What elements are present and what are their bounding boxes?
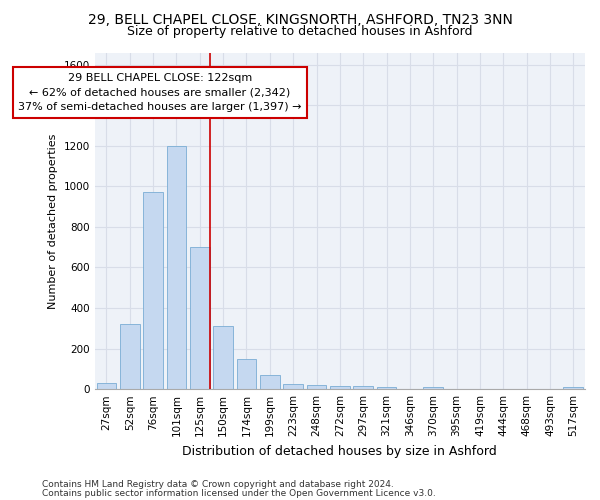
Bar [260,375,280,389]
Text: Contains public sector information licensed under the Open Government Licence v3: Contains public sector information licen… [42,489,436,498]
Bar [143,192,163,389]
Bar [353,386,373,389]
Text: 29, BELL CHAPEL CLOSE, KINGSNORTH, ASHFORD, TN23 3NN: 29, BELL CHAPEL CLOSE, KINGSNORTH, ASHFO… [88,12,512,26]
Y-axis label: Number of detached properties: Number of detached properties [48,133,58,308]
Bar [424,387,443,389]
Bar [307,385,326,389]
Bar [167,146,187,389]
Text: 29 BELL CHAPEL CLOSE: 122sqm
← 62% of detached houses are smaller (2,342)
37% of: 29 BELL CHAPEL CLOSE: 122sqm ← 62% of de… [19,73,302,112]
Bar [120,324,140,389]
Bar [283,384,303,389]
Text: Size of property relative to detached houses in Ashford: Size of property relative to detached ho… [127,25,473,38]
Bar [213,326,233,389]
Bar [236,359,256,389]
Text: Contains HM Land Registry data © Crown copyright and database right 2024.: Contains HM Land Registry data © Crown c… [42,480,394,489]
Bar [330,386,350,389]
Bar [377,387,397,389]
X-axis label: Distribution of detached houses by size in Ashford: Distribution of detached houses by size … [182,444,497,458]
Bar [190,247,210,389]
Bar [563,387,583,389]
Bar [97,383,116,389]
